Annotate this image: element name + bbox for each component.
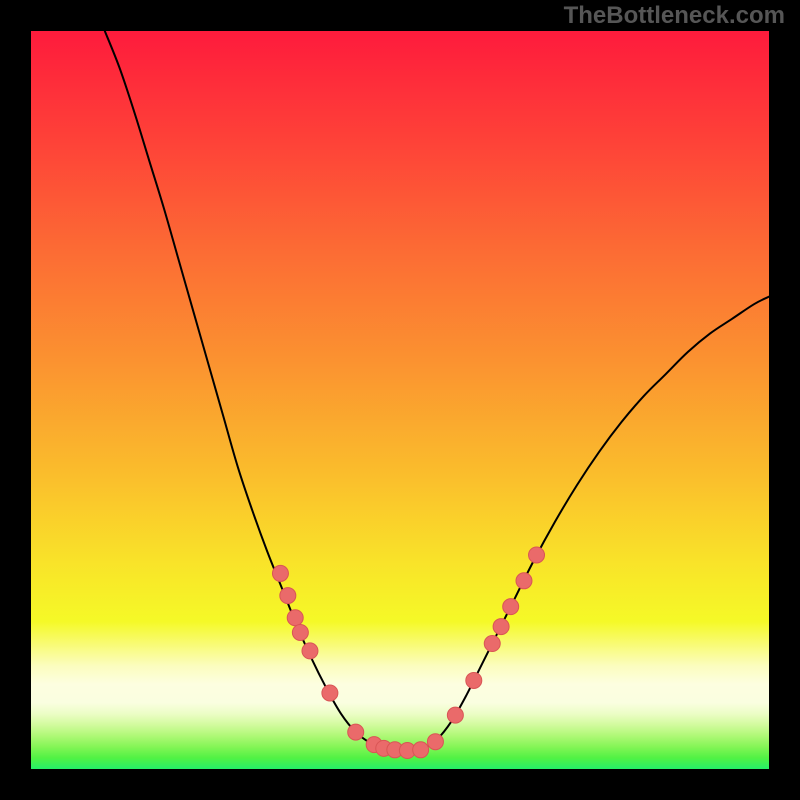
data-marker <box>322 685 338 701</box>
gradient-background <box>31 31 769 769</box>
data-marker <box>484 636 500 652</box>
data-marker <box>292 624 308 640</box>
plot-area <box>31 31 769 769</box>
data-marker <box>348 724 364 740</box>
watermark-text: TheBottleneck.com <box>564 2 785 30</box>
data-marker <box>280 588 296 604</box>
data-marker <box>272 565 288 581</box>
data-marker <box>413 742 429 758</box>
data-marker <box>302 643 318 659</box>
data-marker <box>516 573 532 589</box>
data-marker <box>529 547 545 563</box>
data-marker <box>466 672 482 688</box>
plot-svg <box>31 31 769 769</box>
data-marker <box>493 619 509 635</box>
data-marker <box>427 734 443 750</box>
data-marker <box>447 707 463 723</box>
data-marker <box>503 599 519 615</box>
data-marker <box>287 610 303 626</box>
